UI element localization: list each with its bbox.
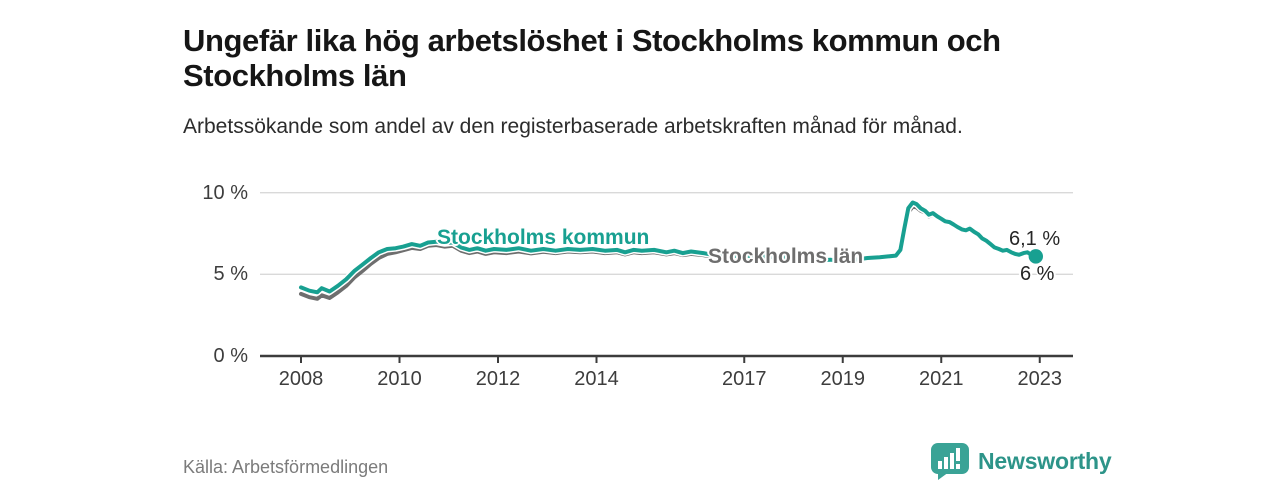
- chart-area: Stockholms kommun Stockholms län 6,1 % 6…: [180, 172, 1100, 404]
- x-tick-label: 2023: [1017, 368, 1063, 390]
- end-value-lan: 6 %: [1020, 263, 1055, 285]
- chart-subtitle: Arbetssökande som andel av den registerb…: [183, 115, 963, 138]
- y-tick-label: 10 %: [202, 181, 248, 204]
- x-tick-label: 2019: [820, 368, 866, 390]
- series-line-kommun: [299, 200, 1038, 295]
- x-tick-label: 2010: [377, 368, 422, 390]
- x-tick-label: 2008: [278, 368, 324, 390]
- x-tick-label: 2012: [475, 368, 521, 390]
- y-tick-label: 0 %: [213, 345, 248, 367]
- y-tick-label: 5 %: [213, 263, 248, 286]
- newsworthy-logo: Newsworthy: [931, 443, 1112, 480]
- chart-title: Ungefär lika hög arbetslöshet i Stockhol…: [183, 22, 1001, 93]
- series-line-kommun-casing: [297, 199, 1040, 296]
- newsworthy-logo-icon: [931, 443, 969, 480]
- series-label-lan: Stockholms län: [708, 245, 864, 268]
- series-label-kommun: Stockholms kommun: [437, 226, 650, 249]
- end-value-kommun: 6,1 %: [1009, 228, 1061, 250]
- newsworthy-logo-text: Newsworthy: [978, 448, 1112, 474]
- x-tick-label: 2017: [722, 368, 767, 390]
- x-tick-label: 2014: [574, 368, 619, 390]
- source-note: Källa: Arbetsförmedlingen: [183, 457, 389, 477]
- x-tick-label: 2021: [919, 368, 964, 390]
- line-chart-plot: [260, 192, 1073, 363]
- end-dot-kommun: [1028, 249, 1044, 264]
